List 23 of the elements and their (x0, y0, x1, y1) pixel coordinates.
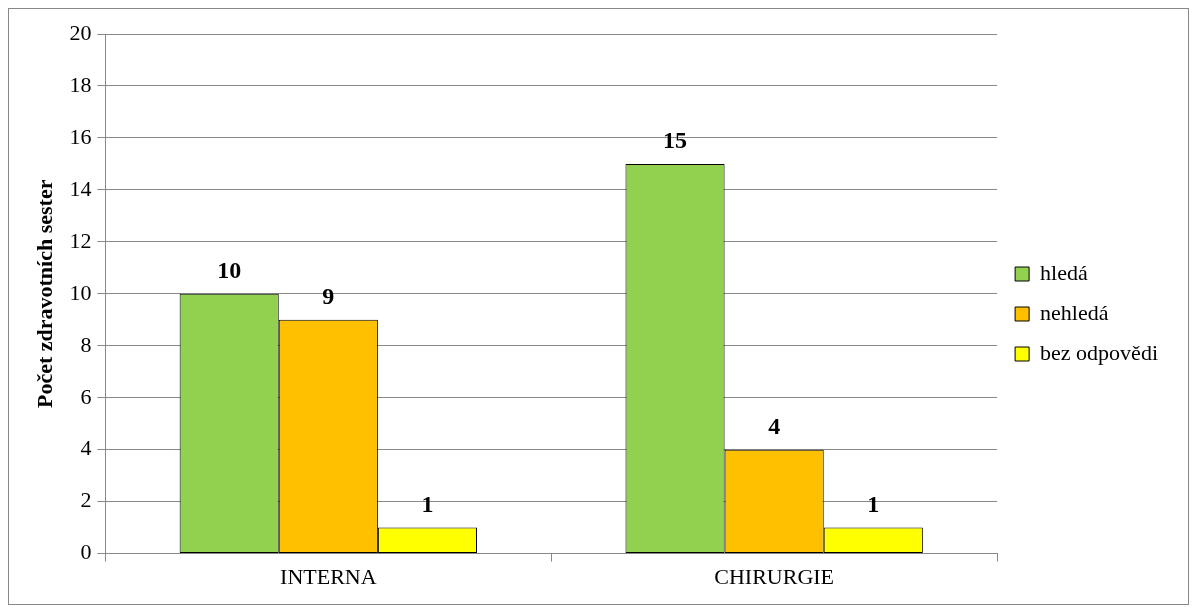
data-label: 10 (217, 257, 242, 283)
y-tick-label: 18 (69, 71, 92, 97)
data-label: 1 (421, 490, 434, 517)
y-tick-label: 10 (69, 279, 92, 305)
legend-label: bez odpovědi (1040, 339, 1158, 365)
y-tick-label: 14 (69, 175, 92, 201)
x-tick-label: INTERNA (280, 563, 377, 589)
y-tick-label: 20 (69, 19, 92, 45)
x-tick-label: CHIRURGIE (714, 563, 835, 589)
data-label: 4 (768, 412, 781, 439)
y-axis-title: Počet zdravotních sester (31, 179, 57, 409)
data-label: 9 (322, 282, 335, 309)
y-tick-label: 6 (80, 383, 92, 409)
data-label: 1 (867, 490, 880, 517)
y-tick-label: 16 (69, 123, 92, 149)
y-tick-label: 8 (80, 331, 92, 357)
y-tick-label: 4 (80, 435, 92, 461)
y-tick-label: 12 (69, 227, 92, 253)
legend-label: hledá (1040, 259, 1088, 285)
y-tick-label: 2 (80, 487, 92, 513)
data-label: 15 (663, 127, 688, 154)
y-tick-label: 0 (80, 539, 92, 565)
legend-label: nehledá (1040, 299, 1109, 325)
